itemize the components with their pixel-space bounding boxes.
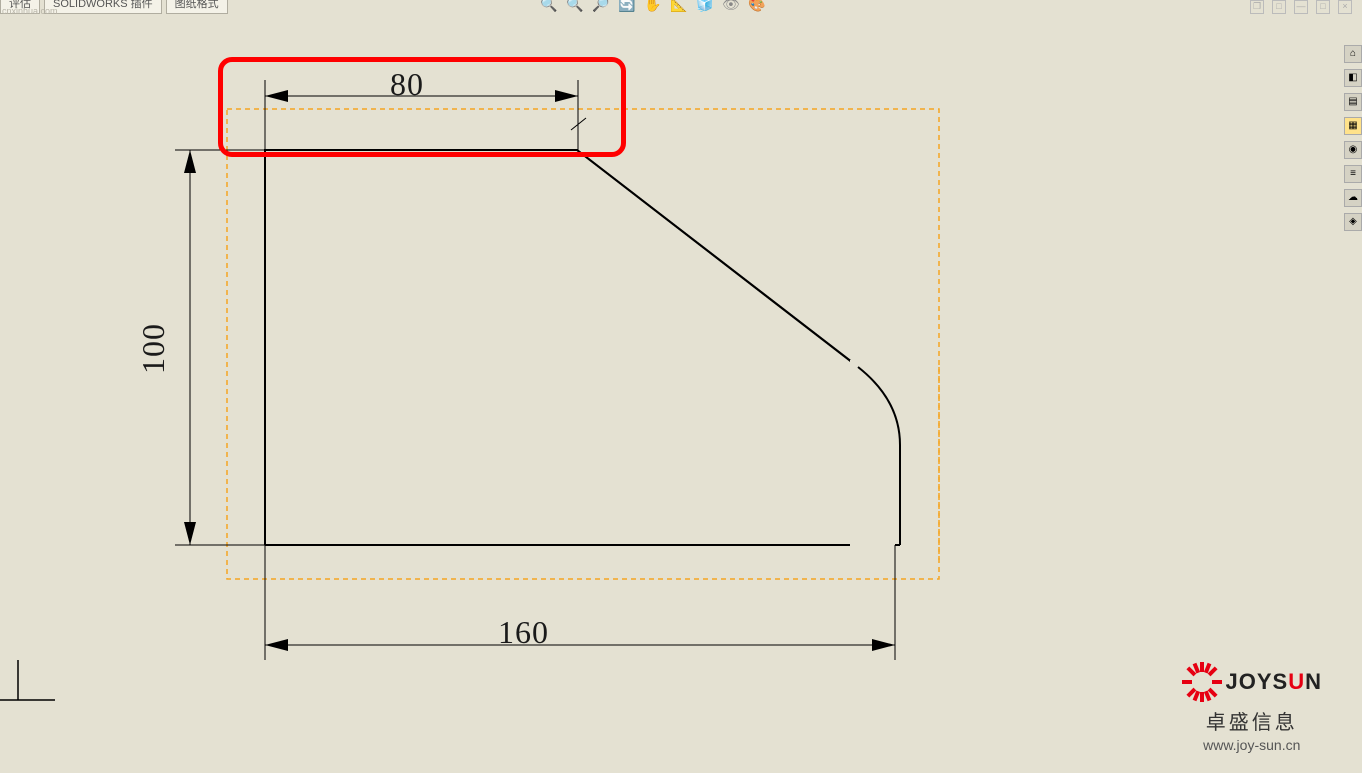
logo-url: www.joy-sun.cn <box>1182 737 1323 753</box>
drawing-canvas[interactable] <box>0 0 1362 773</box>
sketch-profile[interactable] <box>265 150 890 545</box>
cover <box>850 360 920 560</box>
arrow-left-top <box>184 150 196 173</box>
logo-burst-icon <box>1182 662 1222 702</box>
arrow-bot-right <box>872 639 895 651</box>
watermark-logo: JOYSUN 卓盛信息 www.joy-sun.cn <box>1182 662 1323 753</box>
dimension-160-label[interactable]: 160 <box>498 614 549 651</box>
logo-subtitle: 卓盛信息 <box>1182 706 1323 735</box>
arrow-bot-left <box>265 639 288 651</box>
selection-bbox <box>227 109 939 579</box>
dimension-100-label[interactable]: 100 <box>135 323 172 374</box>
dimension-80-label[interactable]: 80 <box>390 66 424 103</box>
logo-brand-text: JOYSUN <box>1226 669 1323 695</box>
arrow-left-bot <box>184 522 196 545</box>
diagonal-edge[interactable] <box>577 150 865 372</box>
